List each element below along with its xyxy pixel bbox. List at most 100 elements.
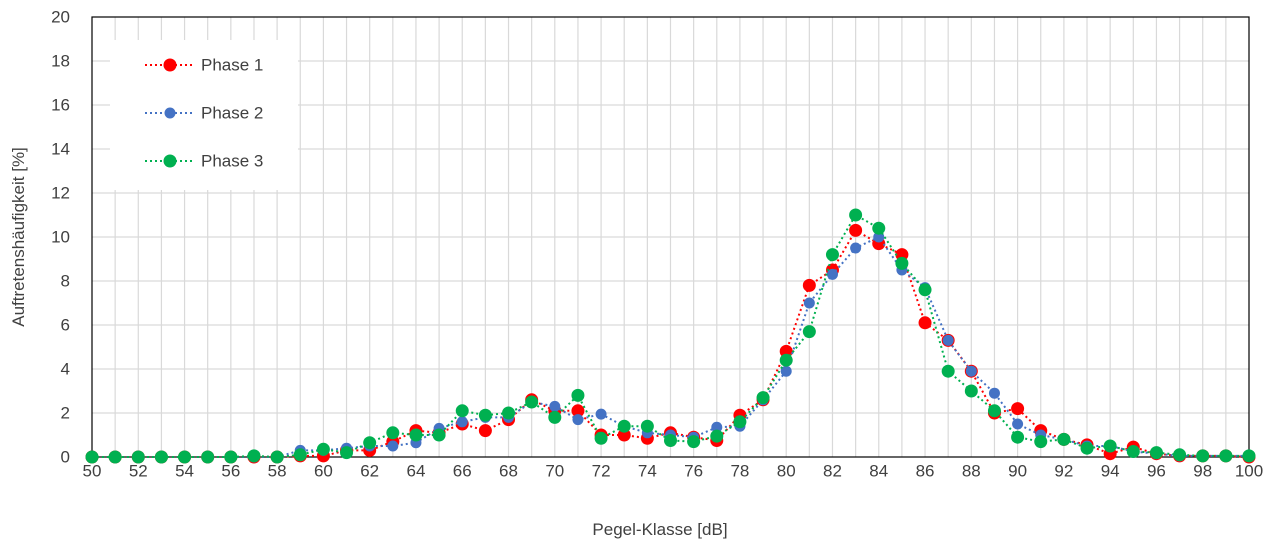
data-point [965, 365, 977, 377]
series-3 [85, 208, 1256, 464]
x-tick-label: 86 [916, 462, 935, 481]
x-tick-label: 64 [406, 462, 425, 481]
data-point [826, 268, 838, 280]
x-tick-label: 94 [1101, 462, 1120, 481]
data-point [456, 416, 468, 428]
data-point [455, 404, 469, 418]
y-tick-label: 16 [51, 96, 70, 115]
x-tick-label: 72 [592, 462, 611, 481]
data-point [432, 428, 446, 442]
data-point [873, 231, 885, 243]
data-point [802, 278, 816, 292]
x-tick-label: 90 [1008, 462, 1027, 481]
data-point [918, 283, 932, 297]
x-tick-label: 96 [1147, 462, 1166, 481]
x-tick-label: 70 [545, 462, 564, 481]
legend-marker [164, 107, 176, 119]
data-point [872, 221, 886, 235]
data-point [1011, 430, 1025, 444]
data-point [711, 421, 723, 433]
data-point [640, 419, 654, 433]
data-point [825, 248, 839, 262]
data-point [571, 404, 585, 418]
data-point [780, 365, 792, 377]
data-point [595, 408, 607, 420]
x-tick-label: 78 [730, 462, 749, 481]
x-axis-title: Pegel-Klasse [dB] [592, 520, 727, 539]
data-point [1080, 441, 1094, 455]
x-tick-label: 82 [823, 462, 842, 481]
data-point [756, 391, 770, 405]
y-tick-label: 0 [61, 448, 70, 467]
series-layer [85, 208, 1256, 464]
x-tick-label: 80 [777, 462, 796, 481]
legend-label: Phase 2 [201, 104, 263, 123]
x-tick-label: 62 [360, 462, 379, 481]
legend-item: Phase 1 [145, 56, 263, 75]
data-point [572, 414, 584, 426]
data-point [964, 384, 978, 398]
data-point [987, 404, 1001, 418]
data-point [386, 426, 400, 440]
x-tick-label: 100 [1235, 462, 1263, 481]
data-point [525, 395, 539, 409]
data-point [340, 446, 354, 460]
y-axis-title: Auftretenshäufigkeit [%] [9, 147, 28, 327]
x-tick-label: 68 [499, 462, 518, 481]
data-point [850, 242, 862, 254]
data-point [270, 450, 284, 464]
x-tick-label: 56 [221, 462, 240, 481]
data-point [85, 450, 99, 464]
data-point [1242, 449, 1256, 463]
x-tick-label: 52 [129, 462, 148, 481]
data-point [571, 388, 585, 402]
legend-label: Phase 1 [201, 56, 263, 75]
x-tick-label: 76 [684, 462, 703, 481]
data-point [316, 442, 330, 456]
data-point [1103, 439, 1117, 453]
data-point [918, 316, 932, 330]
data-point [247, 449, 261, 463]
y-tick-label: 10 [51, 228, 70, 247]
data-point [1011, 402, 1025, 416]
x-tick-label: 92 [1054, 462, 1073, 481]
data-point [1057, 432, 1071, 446]
legend-background [110, 40, 298, 190]
x-tick-label: 54 [175, 462, 194, 481]
data-point [802, 325, 816, 339]
data-point [849, 223, 863, 237]
x-tick-label: 98 [1193, 462, 1212, 481]
data-point [131, 450, 145, 464]
data-point [1126, 445, 1140, 458]
data-point [803, 297, 815, 309]
data-point [549, 400, 561, 412]
data-point [478, 408, 492, 422]
legend-item: Phase 3 [145, 152, 263, 171]
x-tick-label: 88 [962, 462, 981, 481]
legend-marker [163, 154, 177, 168]
data-point [988, 387, 1000, 399]
data-point [548, 410, 562, 424]
data-point [1196, 449, 1210, 463]
y-tick-label: 14 [51, 140, 70, 159]
x-tick-label: 58 [268, 462, 287, 481]
data-point [178, 450, 192, 464]
data-point [224, 450, 238, 464]
data-point [1149, 446, 1163, 460]
data-point [779, 353, 793, 367]
legend: Phase 1 Phase 2 Phase 3 [110, 40, 298, 190]
data-point [687, 435, 701, 449]
data-point [293, 448, 307, 462]
y-tick-label: 6 [61, 316, 70, 335]
y-tick-label: 2 [61, 404, 70, 423]
data-point [941, 364, 955, 378]
y-tick-label: 20 [51, 8, 70, 27]
data-point [733, 415, 747, 429]
x-tick-label: 60 [314, 462, 333, 481]
data-point [478, 424, 492, 438]
y-tick-label: 8 [61, 272, 70, 291]
data-point [895, 256, 909, 270]
data-point [363, 436, 377, 450]
data-point [1173, 448, 1187, 462]
plot-area-border [91, 16, 1250, 458]
